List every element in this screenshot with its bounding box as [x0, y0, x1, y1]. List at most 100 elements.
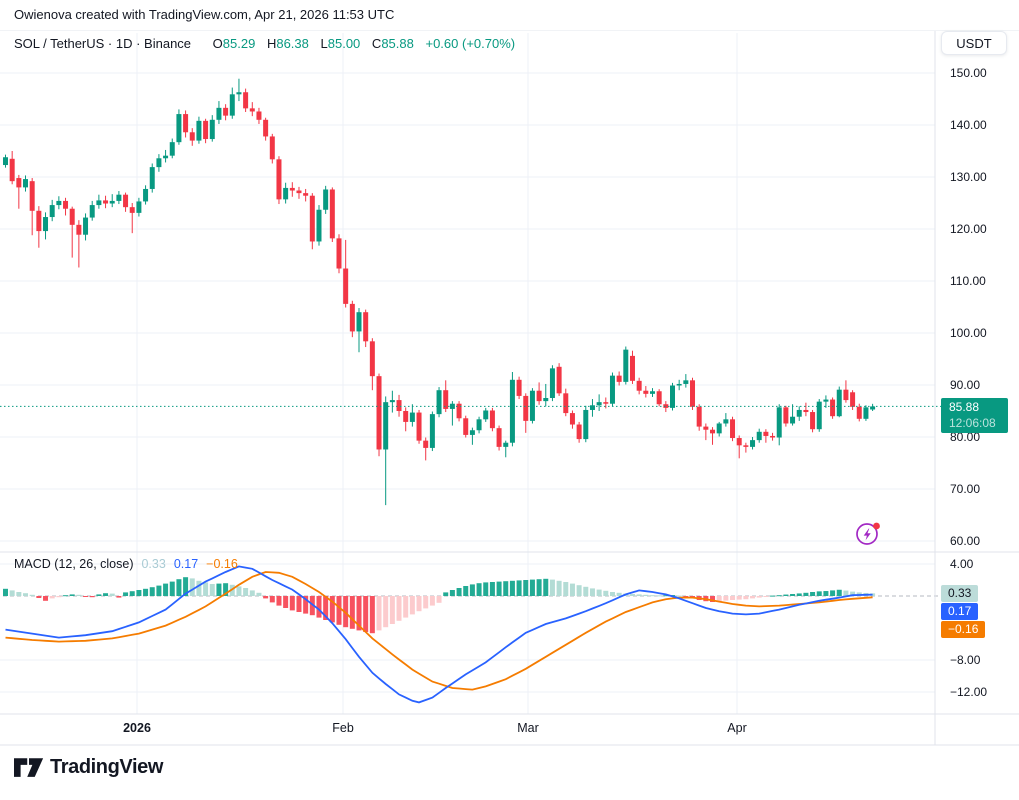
candle-body	[143, 188, 149, 202]
candle-body	[569, 413, 575, 425]
macd-tick-label: −8.00	[950, 653, 981, 667]
macd-histogram-bar	[463, 586, 469, 596]
macd-histogram-bar	[843, 590, 849, 596]
macd-histogram-bar	[716, 596, 722, 602]
candle-body	[603, 402, 609, 404]
candle-body	[83, 217, 89, 235]
macd-histogram-bar	[343, 596, 349, 628]
macd-histogram-bar	[423, 596, 429, 609]
macd-histogram-bar	[456, 588, 462, 596]
tradingview-logo[interactable]: TradingView	[14, 756, 163, 779]
macd-histogram-bar	[836, 589, 842, 596]
candle-body	[189, 132, 195, 141]
time-axis-label: 2026	[123, 721, 151, 735]
macd-histogram-bar	[123, 592, 129, 596]
candle-body	[49, 205, 55, 218]
macd-histogram-bar	[169, 581, 175, 596]
macd-tick-label: 4.00	[950, 557, 974, 571]
candle-body	[356, 312, 362, 332]
candle-body	[103, 200, 109, 204]
macd-histogram-bar	[596, 589, 602, 596]
candle-body	[863, 407, 869, 419]
macd-histogram-bar	[256, 592, 262, 596]
price-tick-label: 110.00	[950, 274, 986, 288]
macd-histogram-bar	[129, 591, 135, 596]
macd-histogram-bar	[329, 596, 335, 623]
candle-body	[383, 402, 389, 450]
candle-body	[409, 412, 415, 422]
flash-ideas-button[interactable]	[854, 519, 884, 549]
candle-body	[3, 157, 8, 166]
low-value: 85.00	[327, 36, 361, 51]
macd-signal-line	[5, 571, 873, 691]
open-label: O	[212, 36, 223, 51]
last-price-badge: 85.88 12:06:08	[941, 397, 1008, 433]
candle-body	[16, 178, 22, 188]
macd-histogram-bar	[363, 596, 369, 632]
macd-histogram-bar	[216, 583, 222, 596]
currency-toggle-button[interactable]: USDT	[941, 31, 1007, 55]
candle-body	[149, 167, 155, 189]
macd-histogram-bar	[649, 595, 655, 597]
candle-body	[129, 207, 135, 213]
high-value: 86.38	[276, 36, 309, 51]
last-price-value: 85.88	[949, 399, 980, 414]
macd-value-badge: −0.16	[941, 621, 986, 638]
candle-body	[489, 410, 495, 429]
macd-histogram-bar	[156, 585, 162, 596]
candle-body	[756, 431, 762, 441]
macd-legend-value: 0.33	[141, 557, 166, 571]
macd-histogram-bar	[383, 596, 389, 628]
macd-histogram-bar	[249, 590, 255, 596]
macd-histogram-bar	[263, 596, 269, 599]
macd-histogram-bar	[29, 594, 35, 596]
candle-body	[516, 379, 522, 396]
macd-histogram-bar	[756, 596, 762, 598]
candle-body	[276, 159, 282, 200]
candle-body	[850, 392, 856, 407]
candle-body	[323, 189, 329, 210]
macd-histogram-bar	[376, 596, 382, 631]
macd-histogram-bar	[189, 578, 195, 596]
candle-body	[69, 208, 75, 225]
candle-body	[856, 406, 862, 419]
macd-histogram-bar	[549, 579, 555, 596]
candle-body	[256, 111, 262, 120]
macd-histogram-bar	[816, 591, 822, 596]
candle-body	[690, 380, 696, 407]
candle-body	[369, 341, 375, 377]
candle-body	[349, 303, 355, 332]
tradingview-mark-icon	[14, 757, 44, 777]
candle-body	[116, 194, 122, 201]
price-tick-label: 120.00	[950, 222, 987, 236]
candle-body	[363, 312, 369, 342]
candle-body	[643, 390, 649, 394]
macd-histogram-bar	[176, 579, 182, 596]
candle-body	[36, 210, 42, 232]
candle-body	[396, 400, 402, 411]
macd-histogram-bar	[516, 580, 522, 596]
candle-body	[683, 380, 689, 384]
macd-histogram-bar	[96, 594, 102, 596]
macd-histogram-bar	[656, 595, 662, 597]
candle-body	[696, 406, 702, 427]
macd-histogram-bar	[616, 592, 622, 596]
macd-histogram-bar	[149, 587, 155, 596]
macd-histogram-bar	[663, 595, 669, 597]
candle-body	[816, 401, 822, 430]
macd-histogram-bar	[116, 596, 122, 598]
price-tick-label: 100.00	[950, 326, 987, 340]
candle-body	[123, 194, 129, 208]
macd-histogram-bar	[276, 596, 282, 606]
macd-histogram-bar	[283, 596, 289, 608]
macd-legend: MACD (12, 26, close) 0.33 0.17 −0.16	[14, 557, 246, 571]
candle-body	[436, 390, 442, 415]
candle-body	[830, 399, 836, 417]
macd-histogram-bar	[763, 596, 769, 597]
candle-body	[183, 114, 189, 133]
macd-histogram-bar	[469, 584, 475, 596]
macd-histogram-bar	[269, 596, 275, 603]
macd-histogram-bar	[323, 596, 329, 620]
candle-body	[389, 400, 395, 403]
